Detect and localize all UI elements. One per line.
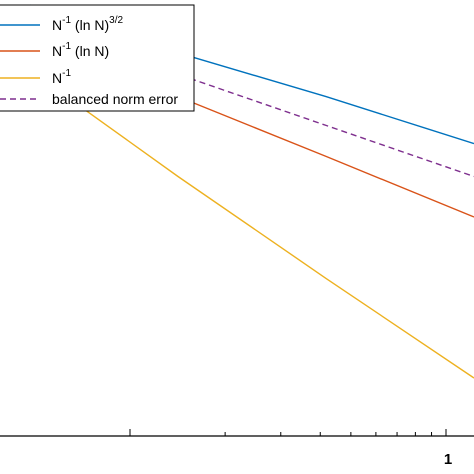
legend-label-main: balanced norm error [52,91,178,107]
legend-entry-label: N-1 [52,68,71,86]
legend-label-rest: (ln N) [71,17,109,33]
series-balanced-norm-error-line [29,20,474,178]
legend-entry-label: balanced norm error [52,91,178,107]
axes: 1 [0,429,474,468]
legend-label-superscript: -1 [62,68,71,79]
legend-label-superscript: -1 [62,15,71,26]
legend-box [0,4,195,112]
series-n-inv-line [29,69,474,379]
legend-label-main: N [52,17,62,33]
legend-label-superscript: -1 [62,41,71,52]
legend-label-main: N [52,43,62,59]
legend-entry-label: N-1 (ln N) [52,41,109,59]
x-tick-label: 1 [444,451,452,468]
legend-label-rest: (ln N) [71,43,109,59]
legend-entry-label: N-1 (ln N)3/2 [52,15,123,33]
legend-label-main: N [52,70,62,86]
legend-label-superscript: 3/2 [109,15,123,26]
